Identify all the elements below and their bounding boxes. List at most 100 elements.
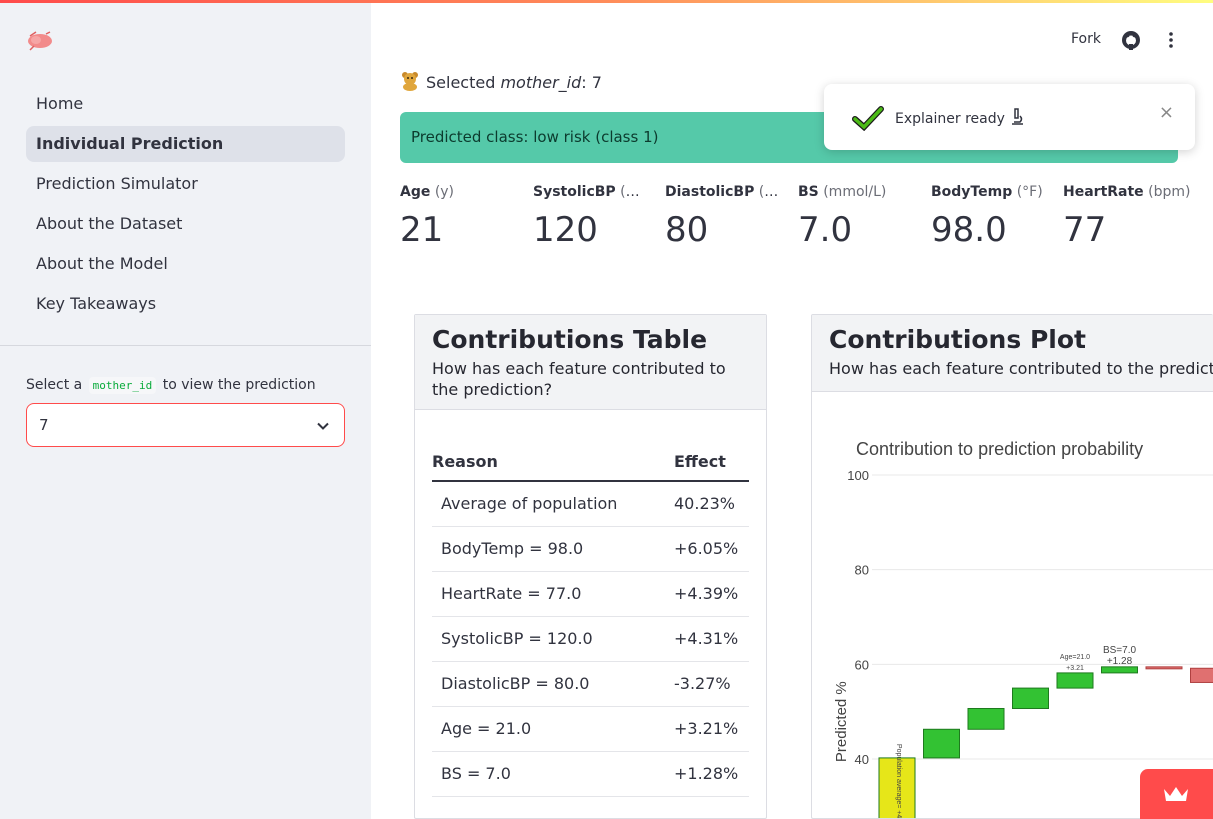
- table-row: BodyTemp = 98.0 +6.05%: [432, 526, 749, 572]
- nav-item-about-model[interactable]: About the Model: [36, 254, 168, 273]
- bar-label: BS=7.0: [1103, 645, 1137, 656]
- chart-grid: 40 60 80 100: [847, 468, 1213, 767]
- column-header-reason: Reason: [432, 443, 665, 482]
- selected-prefix: Selected: [426, 73, 496, 92]
- toast-message: Explainer ready: [895, 108, 1025, 127]
- y-tick-label: 100: [847, 468, 869, 483]
- selected-field: mother_id: [500, 73, 582, 92]
- crown-icon: [1164, 787, 1188, 801]
- nav-item-prediction-simulator[interactable]: Prediction Simulator: [36, 174, 198, 193]
- contributions-table-card: Contributions Table How has each feature…: [414, 314, 767, 819]
- chart-bars: Population average= +40.23 Age=21.0 +3.21 B…: [878, 645, 1213, 819]
- card-header: Contributions Table How has each feature…: [415, 315, 766, 410]
- metric-heartrate: HeartRate (bpm) 77: [1063, 184, 1193, 250]
- y-tick-label: 60: [855, 657, 869, 672]
- waterfall-bar: [1056, 672, 1094, 689]
- y-tick-label: 80: [855, 563, 869, 578]
- streamlit-badge[interactable]: [1140, 769, 1213, 819]
- metric-label: BS: [798, 184, 819, 200]
- table-row: Average of population 40.23%: [432, 481, 749, 527]
- column-header-effect: Effect: [665, 443, 749, 482]
- reason-cell: BodyTemp = 98.0: [432, 526, 665, 572]
- effect-cell: 40.23%: [665, 481, 749, 527]
- bar-label: Age=21.0: [1060, 654, 1090, 661]
- toast-text: Explainer ready: [895, 111, 1005, 127]
- metric-label: DiastolicBP: [665, 184, 755, 200]
- metric-diastolicbp: DiastolicBP (m… 80: [665, 184, 779, 250]
- contributions-plot-card: Contributions Plot How has each feature …: [811, 314, 1213, 819]
- waterfall-bar: [1012, 687, 1049, 709]
- github-icon[interactable]: [1121, 30, 1141, 50]
- table-row: DiastolicBP = 80.0 -3.27%: [432, 661, 749, 707]
- mother-id-select[interactable]: 7: [26, 403, 345, 447]
- table-row: SystolicBP = 120.0 +4.31%: [432, 616, 749, 662]
- metric-value: 7.0: [798, 210, 853, 250]
- top-decoration-stripe: [0, 0, 1213, 3]
- card-title: Contributions Plot: [829, 325, 1086, 354]
- select-label-post: to view the prediction: [162, 377, 316, 393]
- select-label-pre: Select a: [26, 377, 83, 393]
- sidebar: Home Individual Prediction Prediction Si…: [0, 0, 371, 819]
- metric-value: 80: [665, 210, 709, 250]
- card-subtitle: How has each feature contributed to the …: [829, 359, 1213, 378]
- metric-value: 21: [400, 210, 444, 250]
- fork-button[interactable]: Fork: [1071, 31, 1101, 47]
- nav-item-about-dataset[interactable]: About the Dataset: [36, 214, 183, 233]
- waterfall-bar: [1101, 666, 1138, 674]
- nav-item-key-takeaways[interactable]: Key Takeaways: [36, 294, 157, 313]
- y-tick-label: 40: [855, 752, 869, 767]
- reason-cell: DiastolicBP = 80.0: [432, 661, 665, 707]
- waterfall-bar: [1145, 666, 1183, 670]
- card-title: Contributions Table: [432, 325, 708, 354]
- toast-close-button[interactable]: ×: [1158, 102, 1174, 123]
- bar-label: Population average= +40.23: [895, 744, 902, 819]
- check-mark-icon: [852, 106, 884, 131]
- card-header: Contributions Plot How has each feature …: [812, 315, 1213, 392]
- metric-bodytemp: BodyTemp (°F) 98.0: [931, 184, 1051, 250]
- nav-item-home[interactable]: Home: [36, 94, 84, 113]
- effect-cell: +6.05%: [665, 526, 749, 572]
- metric-value: 120: [533, 210, 598, 250]
- select-label-code: mother_id: [88, 377, 157, 394]
- select-label: Select a mother_id to view the predictio…: [26, 377, 316, 394]
- effect-cell: +3.21%: [665, 706, 749, 752]
- table-row: HeartRate = 77.0 +4.39%: [432, 571, 749, 617]
- selected-mother-line: Selected mother_id: 7: [400, 71, 602, 92]
- metric-unit: (°F): [1016, 184, 1043, 200]
- waterfall-bar: [967, 707, 1005, 730]
- table-row: Age = 21.0 +3.21%: [432, 706, 749, 752]
- metric-value: 98.0: [931, 210, 1007, 250]
- metric-unit: (bpm): [1148, 184, 1191, 200]
- waterfall-bar: [923, 728, 960, 759]
- reason-cell: Age = 21.0: [432, 706, 665, 752]
- card-subtitle: How has each feature contributed to the …: [432, 359, 726, 399]
- microscope-icon: [1011, 108, 1023, 125]
- bar-label: +3.21: [1066, 665, 1084, 672]
- teddy-bear-icon: [402, 72, 418, 91]
- sidebar-nav: Home Individual Prediction Prediction Si…: [26, 86, 345, 326]
- effect-cell: +4.39%: [665, 571, 749, 617]
- select-value: 7: [39, 416, 49, 434]
- chart-title: Contribution to prediction probability: [856, 439, 1143, 459]
- metric-label: Age: [400, 184, 431, 200]
- metric-systolicbp: SystolicBP (m… 120: [533, 184, 645, 250]
- metric-unit: (mmol/L): [823, 184, 887, 200]
- contributions-table: Reason Effect Average of population 40.23…: [432, 443, 749, 797]
- chevron-down-icon: [317, 422, 329, 430]
- more-menu-icon[interactable]: [1164, 30, 1178, 50]
- metric-label: HeartRate: [1063, 184, 1144, 200]
- reason-cell: BS = 7.0: [432, 751, 665, 797]
- metric-age: Age (y) 21: [400, 184, 520, 250]
- table-row: BS = 7.0 +1.28%: [432, 751, 749, 797]
- metric-unit: (y): [434, 184, 455, 200]
- metric-unit: (m…: [620, 184, 645, 200]
- metric-bs: BS (mmol/L) 7.0: [798, 184, 918, 250]
- effect-cell: +1.28%: [665, 751, 749, 797]
- app-logo-icon: [28, 31, 52, 51]
- chart-ylabel: Predicted %: [833, 681, 850, 762]
- selected-value: : 7: [581, 73, 602, 92]
- waterfall-bar: [1190, 667, 1213, 683]
- nav-item-individual-prediction[interactable]: Individual Prediction: [26, 126, 345, 162]
- effect-cell: +4.31%: [665, 616, 749, 662]
- sidebar-divider: [0, 345, 371, 346]
